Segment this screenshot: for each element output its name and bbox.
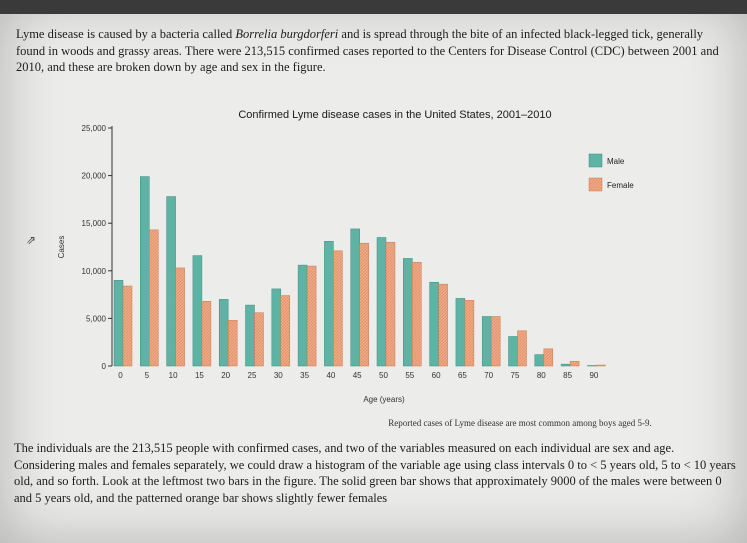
x-tick-label-80: 80 (537, 371, 546, 380)
bar-male-65 (455, 298, 466, 367)
species-name: Borrelia burgdorferi (235, 27, 339, 41)
chart-title: Confirmed Lyme disease cases in the Unit… (238, 109, 552, 121)
x-tick-label-0: 0 (118, 371, 123, 380)
x-tick-label-55: 55 (405, 371, 414, 380)
bar-female-0 (122, 285, 133, 367)
bar-female-75 (517, 330, 527, 367)
bar-female-15 (201, 301, 212, 367)
x-tick-label-90: 90 (589, 371, 598, 380)
bar-male-15 (192, 255, 203, 367)
bar-male-25 (245, 304, 255, 367)
x-tick-label-40: 40 (326, 371, 335, 380)
x-tick-label-45: 45 (353, 371, 362, 380)
bar-female-30 (280, 295, 291, 367)
bar-male-40 (324, 241, 334, 367)
intro-lead: Lyme disease is caused by a bacteria cal… (16, 27, 236, 41)
x-tick-label-50: 50 (379, 371, 388, 380)
x-tick-label-65: 65 (458, 371, 467, 380)
bar-male-50 (376, 237, 387, 367)
intro-rest: and is spread through the bite of an inf… (16, 27, 719, 74)
bar-male-35 (297, 264, 308, 367)
bar-female-10 (175, 267, 185, 367)
bar-male-30 (271, 288, 282, 367)
legend-label-female: Female (607, 181, 634, 190)
y-tick-label: 0 (102, 362, 107, 371)
y-tick-label: 5,000 (86, 314, 107, 323)
legend-swatch-male (588, 153, 603, 168)
bar-female-45 (359, 242, 369, 367)
y-tick-label: 20,000 (82, 172, 107, 181)
x-axis-label: Age (years) (363, 395, 405, 404)
bar-female-50 (385, 241, 396, 367)
bar-female-55 (412, 261, 422, 367)
cursor-icon: ⇗ (26, 233, 37, 247)
bar-male-55 (403, 258, 413, 367)
x-tick-label-5: 5 (145, 371, 150, 380)
bar-male-85 (560, 363, 571, 367)
bar-female-35 (306, 265, 317, 367)
bar-male-70 (481, 316, 492, 367)
bar-male-80 (534, 354, 545, 367)
bar-female-25 (254, 312, 264, 367)
axes-group: 0 5 10 15 20 25 30 35 40 45 50 55 60 65 70 75 80 85 90 0 5,0… (57, 124, 599, 404)
bar-male-45 (350, 228, 360, 367)
bar-female-65 (464, 300, 475, 367)
bar-female-5 (149, 229, 159, 367)
bar-female-60 (438, 283, 448, 367)
bar-female-70 (490, 316, 501, 367)
bar-male-60 (429, 281, 439, 367)
x-tick-label-30: 30 (274, 371, 283, 380)
bar-female-85 (569, 360, 580, 367)
bar-male-10 (166, 196, 176, 367)
y-tick-label: 15,000 (82, 219, 107, 228)
y-tick-label: 10,000 (82, 267, 107, 276)
top-bezel (0, 0, 747, 14)
x-tick-label-35: 35 (300, 371, 309, 380)
bar-male-0 (113, 280, 124, 367)
x-tick-label-10: 10 (169, 371, 178, 380)
x-tick-label-75: 75 (511, 371, 520, 380)
bars-group (113, 176, 606, 367)
x-tick-label-15: 15 (195, 371, 204, 380)
x-tick-label-20: 20 (221, 371, 230, 380)
bar-female-40 (333, 250, 343, 367)
legend-group: Male Female (588, 153, 634, 192)
bar-male-75 (508, 336, 518, 367)
figure-caption: Reported cases of Lyme disease are most … (388, 418, 652, 428)
legend-swatch-female (588, 177, 603, 192)
x-tick-label-85: 85 (563, 371, 572, 380)
x-tick-label-25: 25 (248, 371, 257, 380)
y-tick-label: 25,000 (82, 124, 107, 133)
body-paragraph: The individuals are the 213,515 people w… (14, 441, 736, 505)
x-tick-label-70: 70 (484, 371, 493, 380)
bar-male-20 (218, 299, 229, 367)
bar-female-90 (596, 364, 606, 367)
bar-female-20 (227, 320, 238, 367)
x-tick-label-60: 60 (432, 371, 441, 380)
legend-label-male: Male (607, 157, 625, 166)
intro-paragraph: Lyme disease is caused by a bacteria cal… (16, 26, 732, 76)
bar-female-80 (543, 348, 554, 367)
bar-male-5 (140, 176, 150, 367)
y-axis-label: Cases (57, 236, 66, 259)
